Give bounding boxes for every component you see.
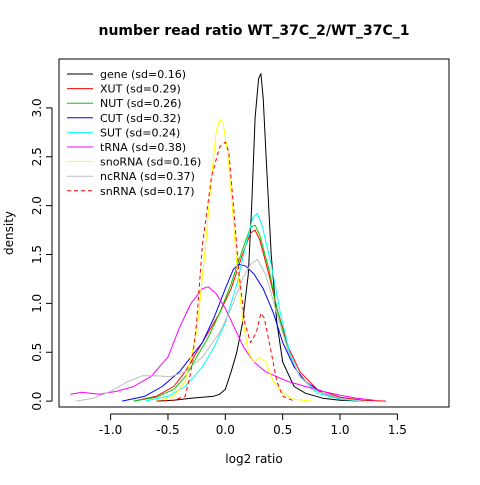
- y-tick-label: 0.0: [30, 392, 44, 411]
- y-tick-label: 3.0: [30, 98, 44, 117]
- legend-label: tRNA (sd=0.38): [100, 141, 186, 154]
- legend-label: snRNA (sd=0.17): [100, 185, 195, 198]
- legend-label: SUT (sd=0.24): [100, 126, 180, 139]
- y-tick-label: 2.5: [30, 147, 44, 166]
- legend: gene (sd=0.16) XUT (sd=0.29)NUT (sd=0.26)…: [67, 68, 201, 198]
- y-tick-label: 1.5: [30, 245, 44, 264]
- series-line-5: [70, 286, 375, 401]
- x-axis-label: log2 ratio: [225, 452, 282, 466]
- legend-label: NUT (sd=0.26): [100, 97, 182, 110]
- x-tick-label: 0.0: [216, 423, 235, 437]
- series-lines: [70, 73, 386, 402]
- legend-label: CUT (sd=0.32): [100, 112, 181, 125]
- y-axis: 0.0 0.5 1.0 1.5 2.0 2.5 3.0: [30, 98, 53, 411]
- y-axis-label: density: [2, 211, 16, 255]
- x-tick-label: 0.5: [273, 423, 292, 437]
- x-tick-label: -1.0: [99, 423, 122, 437]
- plot-frame: [58, 58, 450, 408]
- chart-title: number read ratio WT_37C_2/WT_37C_1: [99, 23, 410, 39]
- legend-label: gene (sd=0.16): [100, 68, 186, 81]
- legend-label: snoRNA (sd=0.16): [100, 156, 201, 169]
- x-axis: -1.0 -0.5 0.0 0.5 1.0 1.5: [99, 413, 407, 437]
- series-line-6: [156, 119, 312, 402]
- y-tick-label: 0.5: [30, 343, 44, 362]
- y-tick-label: 2.0: [30, 196, 44, 215]
- series-line-1: [133, 229, 386, 402]
- series-line-0: [156, 73, 364, 402]
- x-tick-label: 1.0: [330, 423, 349, 437]
- series-line-3: [121, 263, 364, 402]
- legend-label: XUT (sd=0.29): [100, 83, 181, 96]
- series-line-2: [133, 224, 364, 402]
- y-tick-label: 1.0: [30, 294, 44, 313]
- x-tick-label: 1.5: [388, 423, 407, 437]
- series-line-7: [76, 258, 364, 402]
- legend-label: ncRNA (sd=0.37): [100, 170, 195, 183]
- x-tick-label: -0.5: [156, 423, 179, 437]
- series-line-8: [156, 141, 295, 402]
